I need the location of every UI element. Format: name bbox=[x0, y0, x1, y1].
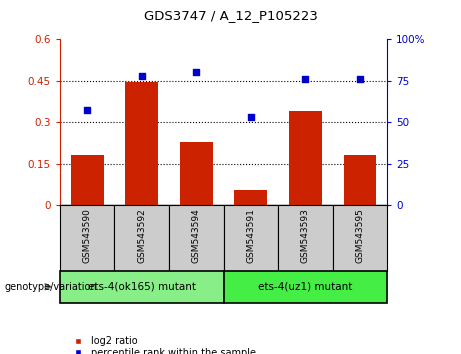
Point bbox=[193, 69, 200, 75]
Point bbox=[247, 114, 254, 120]
Point bbox=[83, 108, 91, 113]
Text: GSM543592: GSM543592 bbox=[137, 209, 146, 263]
Bar bbox=[60, 205, 114, 271]
Bar bbox=[333, 205, 387, 271]
Point bbox=[301, 76, 309, 82]
Bar bbox=[114, 205, 169, 271]
Bar bbox=[60, 271, 224, 303]
Bar bbox=[278, 205, 333, 271]
Bar bbox=[169, 205, 224, 271]
Point bbox=[356, 76, 364, 82]
Text: genotype/variation: genotype/variation bbox=[5, 282, 97, 292]
Bar bbox=[224, 205, 278, 271]
Text: GDS3747 / A_12_P105223: GDS3747 / A_12_P105223 bbox=[143, 9, 318, 22]
Legend: log2 ratio, percentile rank within the sample: log2 ratio, percentile rank within the s… bbox=[65, 332, 260, 354]
Text: GSM543594: GSM543594 bbox=[192, 209, 201, 263]
Text: GSM543591: GSM543591 bbox=[246, 209, 255, 263]
Text: GSM543593: GSM543593 bbox=[301, 209, 310, 263]
Bar bbox=[289, 111, 322, 205]
Bar bbox=[224, 271, 387, 303]
Text: GSM543595: GSM543595 bbox=[355, 209, 365, 263]
Text: ets-4(uz1) mutant: ets-4(uz1) mutant bbox=[258, 282, 353, 292]
Bar bbox=[343, 155, 376, 205]
Bar bbox=[71, 155, 104, 205]
Bar bbox=[180, 142, 213, 205]
Bar bbox=[235, 190, 267, 205]
Text: ets-4(ok165) mutant: ets-4(ok165) mutant bbox=[88, 282, 196, 292]
Point bbox=[138, 73, 145, 78]
Bar bbox=[125, 82, 158, 205]
Text: GSM543590: GSM543590 bbox=[83, 209, 92, 263]
